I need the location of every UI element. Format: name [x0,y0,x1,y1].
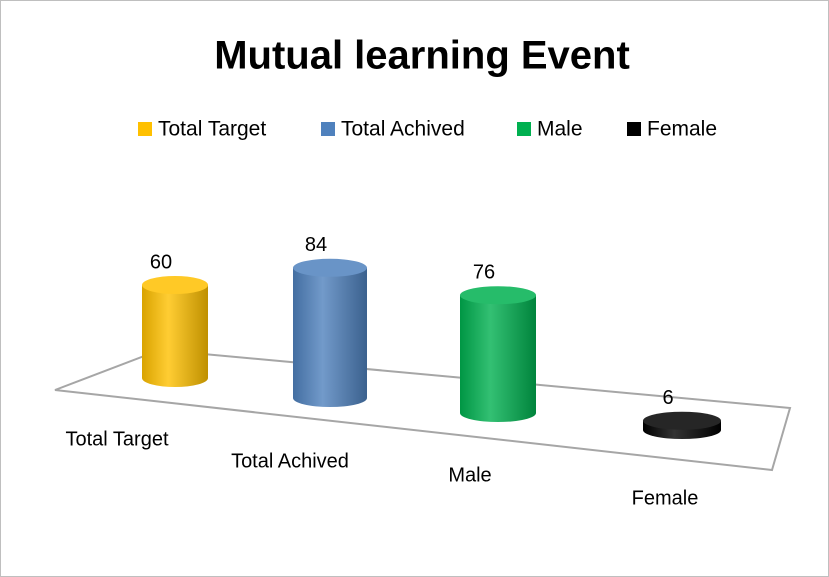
legend: Total Target Total Achived Male Female [138,118,717,141]
bar-top [142,276,208,294]
plot: Total Target 60 Total Achived 84 Male 76 Femal… [65,234,721,509]
category-label: Female [632,487,699,509]
legend-swatch [627,122,641,136]
value-label: 6 [662,387,673,409]
floor [54,348,792,472]
bar [142,285,208,387]
bar [293,267,367,407]
legend-label: Total Target [158,118,266,141]
legend-label: Male [537,118,583,141]
value-label: 84 [305,234,327,256]
bar [460,295,536,422]
bar-top [293,258,367,277]
category-label: Total Achived [231,450,349,472]
chart-title: Mutual learning Event [214,34,630,78]
legend-swatch [517,122,531,136]
legend-swatch [138,122,152,136]
bar-top [643,411,721,430]
value-label: 76 [473,261,495,283]
category-label: Total Target [65,428,168,450]
category-label: Male [448,464,491,486]
value-label: 60 [150,251,172,273]
legend-label: Total Achived [341,118,465,141]
legend-swatch [321,122,335,136]
bar-top [460,286,536,305]
legend-label: Female [647,118,717,141]
